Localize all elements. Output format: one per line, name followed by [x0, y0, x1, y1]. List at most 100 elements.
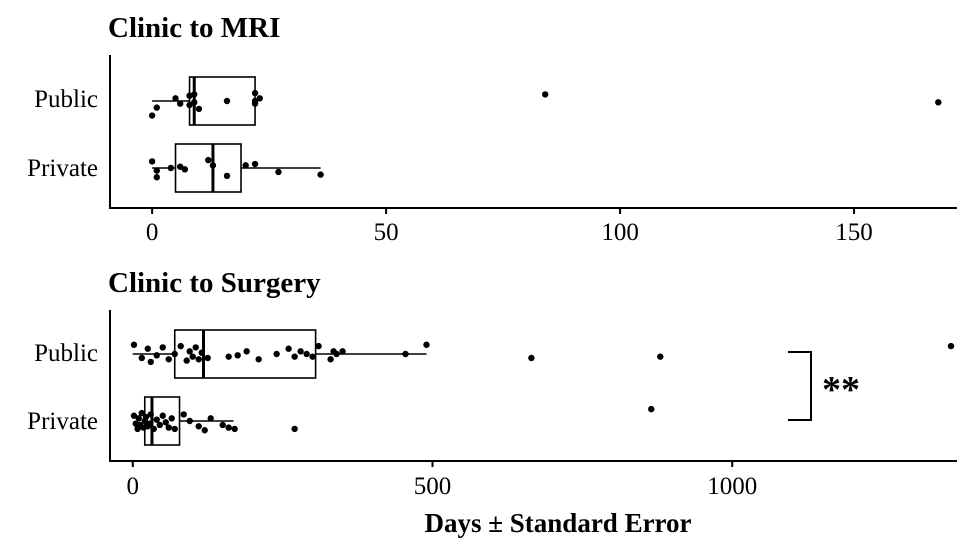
category-label: Public — [34, 86, 98, 113]
panel-title: Clinic to MRI — [108, 12, 280, 44]
x-axis-label: Days ± Standard Error — [424, 508, 691, 538]
data-point — [242, 162, 249, 169]
data-point — [186, 101, 193, 109]
data-point — [657, 353, 664, 360]
x-tick-label: 100 — [601, 219, 639, 246]
data-point — [153, 104, 160, 111]
data-point — [195, 423, 202, 430]
data-point — [947, 342, 955, 350]
data-point — [219, 421, 226, 429]
data-point — [207, 415, 214, 422]
data-point — [165, 424, 172, 431]
data-point — [205, 156, 212, 164]
data-point — [423, 341, 430, 348]
x-tick-label: 500 — [414, 473, 452, 500]
data-point — [130, 341, 138, 348]
data-point — [333, 350, 340, 358]
data-point — [935, 99, 942, 106]
data-point — [171, 350, 178, 358]
data-point — [251, 100, 259, 107]
data-point — [225, 424, 232, 431]
data-point — [251, 160, 259, 168]
data-point — [402, 350, 409, 358]
data-point — [159, 344, 166, 351]
data-point — [327, 356, 334, 363]
data-point — [138, 354, 145, 362]
data-point — [198, 349, 205, 356]
data-point — [144, 345, 151, 352]
data-point — [168, 415, 175, 422]
panel-title: Clinic to Surgery — [108, 267, 321, 299]
plot-area — [148, 76, 942, 193]
data-point — [309, 353, 316, 360]
data-point — [146, 420, 153, 427]
data-point — [273, 350, 280, 358]
data-point — [186, 348, 193, 355]
data-point — [165, 356, 172, 363]
data-point — [191, 91, 198, 98]
data-point — [183, 357, 190, 364]
data-point — [231, 425, 238, 433]
data-point — [191, 99, 198, 106]
data-point — [195, 105, 203, 113]
x-tick-label: 150 — [835, 219, 873, 246]
data-point — [223, 97, 231, 105]
data-point — [186, 417, 193, 425]
data-point — [138, 409, 145, 417]
plot-area — [130, 329, 955, 446]
data-point — [339, 348, 346, 355]
significance-label: ** — [822, 369, 860, 411]
data-point — [243, 348, 250, 355]
data-point — [297, 348, 304, 355]
data-point — [147, 358, 154, 366]
data-point — [153, 416, 160, 423]
data-point — [162, 419, 169, 426]
data-point — [291, 353, 298, 360]
data-point — [192, 344, 199, 351]
category-label: Private — [27, 155, 98, 182]
data-point — [285, 345, 292, 352]
data-point — [275, 168, 282, 176]
data-point — [159, 412, 166, 419]
data-point — [171, 425, 178, 433]
data-point — [177, 342, 184, 350]
data-point — [195, 356, 202, 363]
panel-clinic-to-mri: Clinic to MRI Public Private 0 50 100 150 — [27, 12, 957, 246]
data-point — [153, 174, 160, 181]
data-point — [180, 411, 187, 418]
data-point — [223, 172, 231, 180]
data-point — [315, 342, 322, 350]
data-point — [148, 158, 156, 165]
data-point — [209, 162, 217, 169]
data-point — [528, 354, 535, 362]
data-point — [291, 425, 298, 433]
box-public — [188, 76, 256, 126]
data-point — [147, 411, 154, 418]
data-point — [234, 352, 241, 359]
data-point — [251, 89, 259, 97]
data-point — [176, 163, 184, 170]
data-point — [153, 352, 160, 359]
data-point — [225, 353, 232, 360]
data-point — [181, 166, 189, 173]
data-point — [148, 112, 156, 119]
data-point — [201, 427, 208, 434]
data-point — [648, 405, 655, 413]
x-tick-label: 0 — [127, 473, 140, 500]
data-point — [317, 171, 324, 178]
x-tick-label: 1000 — [707, 473, 757, 500]
data-point — [256, 95, 263, 102]
data-point — [135, 415, 142, 422]
data-point — [167, 164, 175, 172]
x-tick-label: 50 — [374, 219, 399, 246]
data-point — [541, 91, 549, 98]
x-axis-ticks: 0 50 100 150 — [146, 208, 873, 246]
data-point — [176, 100, 184, 107]
data-point — [303, 350, 310, 358]
data-point — [153, 167, 160, 174]
data-point — [150, 425, 157, 433]
significance-bracket — [788, 351, 812, 421]
data-point — [156, 421, 163, 429]
data-point — [172, 95, 179, 102]
